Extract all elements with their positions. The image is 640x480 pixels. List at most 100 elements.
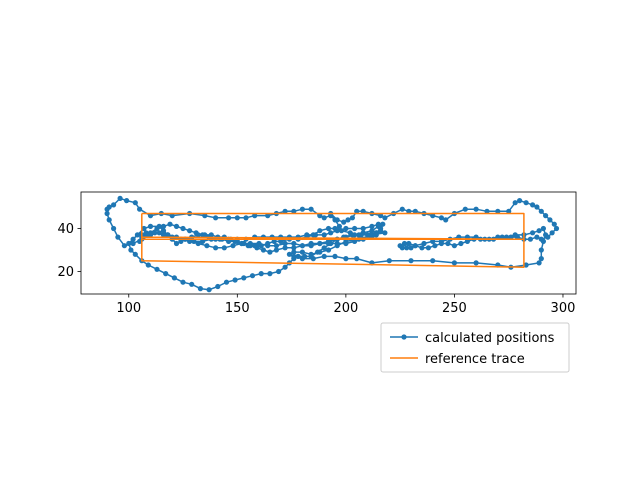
data-point-calculated-positions: [523, 262, 529, 268]
data-point-calculated-positions: [345, 217, 351, 223]
data-point-calculated-positions: [419, 245, 425, 251]
data-point-calculated-positions: [328, 230, 334, 236]
data-point-calculated-positions: [213, 215, 219, 221]
data-point-calculated-positions: [291, 240, 297, 247]
data-point-calculated-positions: [271, 238, 277, 244]
data-point-calculated-positions: [173, 240, 180, 247]
series-line-reference-trace: [141, 212, 525, 268]
data-point-calculated-positions: [549, 230, 555, 236]
data-point-calculated-positions: [249, 273, 256, 279]
data-point-calculated-positions: [130, 240, 136, 247]
data-point-calculated-positions: [317, 240, 323, 247]
data-point-calculated-positions: [369, 228, 375, 234]
data-point-calculated-positions: [473, 260, 479, 266]
data-point-calculated-positions: [243, 215, 249, 221]
data-point-calculated-positions: [124, 198, 130, 204]
data-point-calculated-positions: [195, 240, 201, 247]
data-point-calculated-positions: [145, 262, 151, 268]
data-point-calculated-positions: [438, 240, 444, 247]
data-point-calculated-positions: [527, 236, 534, 242]
data-point-calculated-positions: [484, 208, 490, 214]
data-point-calculated-positions: [121, 243, 127, 249]
data-point-calculated-positions: [234, 215, 240, 221]
data-point-calculated-positions: [512, 232, 518, 238]
data-point-calculated-positions: [315, 249, 321, 255]
data-point-calculated-positions: [291, 256, 297, 262]
data-point-calculated-positions: [397, 243, 403, 249]
data-point-calculated-positions: [523, 200, 529, 206]
data-point-calculated-positions: [506, 208, 512, 214]
data-point-calculated-positions: [538, 208, 544, 214]
data-point-calculated-positions: [536, 228, 542, 234]
data-point-calculated-positions: [252, 213, 258, 219]
data-point-calculated-positions: [432, 243, 438, 249]
data-point-calculated-positions: [343, 225, 349, 232]
data-point-calculated-positions: [406, 208, 412, 214]
data-point-calculated-positions: [152, 230, 158, 236]
data-point-calculated-positions: [141, 225, 147, 232]
data-point-calculated-positions: [167, 221, 173, 227]
x-tick-label: 250: [442, 301, 467, 316]
data-point-calculated-positions: [213, 245, 219, 251]
legend-marker-calculated-positions: [401, 334, 407, 340]
data-point-calculated-positions: [147, 213, 154, 219]
data-point-calculated-positions: [321, 253, 327, 259]
x-tick-label: 200: [333, 301, 358, 316]
data-point-calculated-positions: [367, 232, 373, 238]
data-point-calculated-positions: [308, 206, 314, 212]
data-point-calculated-positions: [336, 223, 342, 229]
data-point-calculated-positions: [295, 253, 301, 259]
data-point-calculated-positions: [254, 245, 260, 251]
data-point-calculated-positions: [180, 225, 186, 232]
data-point-calculated-positions: [328, 240, 334, 247]
data-point-calculated-positions: [180, 279, 186, 285]
x-tick-label: 150: [225, 301, 250, 316]
legend-frame: [380, 322, 570, 373]
data-point-calculated-positions: [165, 232, 171, 238]
data-point-calculated-positions: [282, 245, 288, 251]
data-point-calculated-positions: [547, 217, 553, 223]
data-point-calculated-positions: [132, 200, 138, 206]
data-point-calculated-positions: [197, 286, 203, 292]
data-point-calculated-positions: [512, 200, 518, 206]
data-point-calculated-positions: [241, 275, 247, 281]
data-point-calculated-positions: [265, 213, 271, 219]
data-point-calculated-positions: [223, 279, 230, 285]
data-point-calculated-positions: [134, 232, 140, 238]
data-point-calculated-positions: [412, 243, 418, 249]
data-point-calculated-positions: [282, 208, 288, 214]
data-point-calculated-positions: [178, 238, 184, 244]
data-point-calculated-positions: [421, 240, 427, 247]
data-point-calculated-positions: [334, 228, 340, 234]
data-point-calculated-positions: [104, 210, 110, 217]
data-point-calculated-positions: [406, 240, 412, 247]
data-point-calculated-positions: [160, 228, 167, 234]
data-point-calculated-positions: [412, 208, 418, 214]
data-point-calculated-positions: [332, 253, 338, 259]
data-point-calculated-positions: [445, 240, 451, 247]
data-point-calculated-positions: [354, 208, 360, 214]
data-point-calculated-positions: [378, 225, 384, 232]
y-tick-label: 20: [57, 265, 74, 280]
data-point-calculated-positions: [369, 223, 375, 229]
data-point-calculated-positions: [132, 251, 138, 257]
data-point-calculated-positions: [338, 228, 345, 234]
data-point-calculated-positions: [430, 258, 436, 264]
data-point-calculated-positions: [373, 230, 379, 236]
data-point-calculated-positions: [111, 202, 117, 208]
data-point-calculated-positions: [195, 232, 201, 238]
data-point-calculated-positions: [187, 228, 193, 234]
data-point-calculated-positions: [538, 256, 544, 262]
legend: calculated positions reference trace: [380, 322, 570, 373]
data-point-calculated-positions: [308, 253, 314, 259]
data-point-calculated-positions: [354, 256, 360, 262]
data-point-calculated-positions: [171, 275, 177, 281]
data-point-calculated-positions: [286, 251, 292, 257]
data-point-calculated-positions: [517, 198, 523, 204]
data-point-calculated-positions: [267, 271, 273, 277]
data-point-calculated-positions: [230, 243, 236, 249]
data-point-calculated-positions: [325, 247, 332, 253]
data-point-calculated-positions: [258, 271, 264, 277]
data-point-calculated-positions: [221, 245, 227, 251]
